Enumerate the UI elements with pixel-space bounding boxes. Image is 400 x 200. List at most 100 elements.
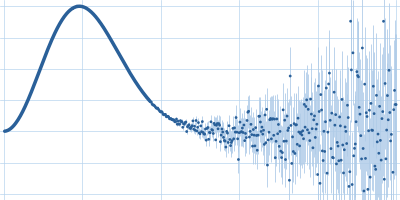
Point bbox=[234, 131, 240, 134]
Point bbox=[316, 110, 322, 113]
Point bbox=[200, 131, 206, 134]
Point bbox=[287, 74, 293, 78]
Point bbox=[140, 92, 147, 95]
Point bbox=[128, 73, 134, 76]
Point bbox=[335, 144, 341, 148]
Point bbox=[256, 115, 262, 118]
Point bbox=[214, 122, 220, 125]
Point bbox=[118, 57, 125, 60]
Point bbox=[157, 110, 163, 113]
Point bbox=[387, 111, 393, 114]
Point bbox=[192, 129, 198, 132]
Point bbox=[228, 141, 234, 144]
Point bbox=[257, 120, 264, 124]
Point bbox=[380, 110, 386, 113]
Point bbox=[379, 117, 385, 120]
Point bbox=[265, 138, 272, 142]
Point bbox=[255, 134, 261, 137]
Point bbox=[376, 152, 382, 155]
Point bbox=[175, 120, 181, 123]
Point bbox=[162, 113, 169, 116]
Point bbox=[354, 74, 361, 77]
Point bbox=[330, 156, 336, 159]
Point bbox=[376, 105, 383, 108]
Point bbox=[156, 109, 162, 112]
Point bbox=[131, 78, 137, 81]
Point bbox=[220, 136, 227, 139]
Point bbox=[50, 35, 56, 38]
Point bbox=[79, 4, 86, 7]
Point bbox=[74, 5, 81, 8]
Point bbox=[267, 117, 274, 120]
Point bbox=[29, 88, 35, 91]
Point bbox=[12, 122, 19, 125]
Point bbox=[294, 143, 300, 146]
Point bbox=[381, 178, 388, 181]
Point bbox=[337, 124, 344, 127]
Point bbox=[220, 130, 226, 134]
Point bbox=[227, 144, 234, 147]
Point bbox=[22, 105, 28, 108]
Point bbox=[7, 127, 13, 131]
Point bbox=[19, 111, 25, 114]
Point bbox=[307, 139, 313, 142]
Point bbox=[21, 107, 28, 110]
Point bbox=[149, 103, 155, 106]
Point bbox=[48, 38, 55, 42]
Point bbox=[168, 117, 174, 120]
Point bbox=[286, 179, 293, 182]
Point bbox=[238, 131, 244, 134]
Point bbox=[328, 112, 335, 115]
Point bbox=[332, 113, 339, 116]
Point bbox=[324, 172, 330, 175]
Point bbox=[119, 58, 126, 61]
Point bbox=[38, 64, 45, 67]
Point bbox=[216, 122, 222, 125]
Point bbox=[247, 130, 253, 133]
Point bbox=[99, 23, 105, 26]
Point bbox=[251, 134, 257, 137]
Point bbox=[368, 128, 375, 132]
Point bbox=[46, 44, 53, 47]
Point bbox=[67, 8, 74, 11]
Point bbox=[144, 96, 150, 100]
Point bbox=[180, 122, 187, 125]
Point bbox=[208, 120, 214, 123]
Point bbox=[292, 152, 298, 155]
Point bbox=[301, 103, 308, 106]
Point bbox=[244, 119, 250, 122]
Point bbox=[4, 129, 10, 132]
Point bbox=[34, 75, 40, 79]
Point bbox=[27, 94, 33, 97]
Point bbox=[160, 113, 166, 116]
Point bbox=[350, 154, 357, 157]
Point bbox=[278, 150, 284, 153]
Point bbox=[43, 52, 50, 55]
Point bbox=[20, 110, 26, 113]
Point bbox=[47, 42, 53, 45]
Point bbox=[249, 145, 256, 148]
Point bbox=[17, 114, 24, 118]
Point bbox=[96, 20, 102, 23]
Point bbox=[16, 117, 22, 120]
Point bbox=[215, 127, 221, 130]
Point bbox=[360, 147, 366, 150]
Point bbox=[369, 129, 376, 132]
Point bbox=[199, 120, 206, 123]
Point bbox=[9, 125, 16, 128]
Point bbox=[387, 139, 394, 143]
Point bbox=[354, 70, 360, 73]
Point bbox=[189, 124, 195, 127]
Point bbox=[367, 176, 373, 179]
Point bbox=[35, 72, 42, 75]
Point bbox=[229, 139, 235, 142]
Point bbox=[45, 47, 51, 51]
Point bbox=[217, 140, 224, 143]
Point bbox=[310, 118, 317, 121]
Point bbox=[349, 183, 355, 186]
Point bbox=[58, 20, 64, 23]
Point bbox=[89, 12, 96, 15]
Point bbox=[86, 9, 92, 12]
Point bbox=[240, 131, 246, 134]
Point bbox=[322, 150, 328, 153]
